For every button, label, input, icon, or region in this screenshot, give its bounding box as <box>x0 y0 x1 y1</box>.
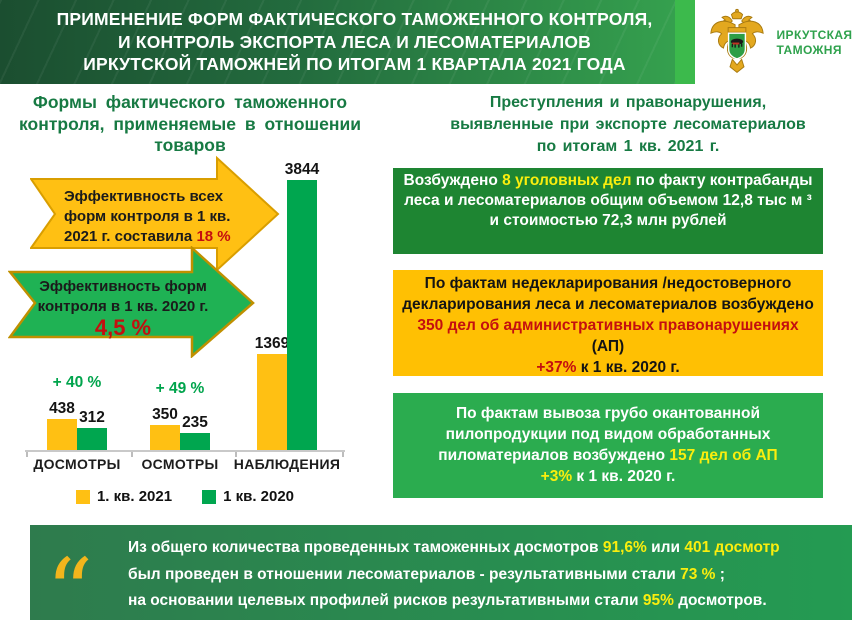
bar: 235 <box>180 414 210 450</box>
text-segment: контроля в 1 кв. 2020 г. <box>37 298 209 315</box>
text-segment: +37% <box>536 359 577 376</box>
quote-text: Из общего количества проведенных таможен… <box>128 535 844 615</box>
bar: 312 <box>77 409 107 450</box>
text-segment: Эффективность форм <box>39 278 207 295</box>
right-title-line2: выявленные при экспорте лесоматериалов <box>450 116 806 133</box>
logo-org-name: ИРКУТСКАЯ ТАМОЖНЯ <box>777 28 853 58</box>
x-axis-tick <box>342 452 344 457</box>
quote-line-1: Из общего количества проведенных таможен… <box>128 535 844 562</box>
bar-value-label: 235 <box>182 414 208 431</box>
text-segment: 350 дел об административных правонарушен… <box>417 317 799 334</box>
text-segment: по факту контрабанды леса и лесоматериал… <box>404 172 813 229</box>
legend-label: 1. кв. 2021 <box>96 488 173 505</box>
category-label: ДОСМОТРЫ <box>33 456 121 472</box>
bar-group-осмотры: 350 235 + 49 % <box>150 380 210 450</box>
text-segment: форм контроля в 1 кв. <box>64 208 231 225</box>
right-title-line3: по итогам 1 кв. 2021 г. <box>536 138 720 155</box>
text-segment: 157 дел об АП <box>669 447 778 464</box>
text-segment: к 1 кв. 2020 г. <box>572 468 676 485</box>
callout-2021-text: Эффективность всех форм контроля в 1 кв. 2… <box>64 187 280 247</box>
callout-2020-value: 4,5 % <box>94 315 152 340</box>
text-segment: или <box>646 539 685 556</box>
bar-group-досмотры: 438 312 + 40 % <box>47 374 107 450</box>
admin-cases-box: По фактам недекларирования /недостоверно… <box>393 270 823 376</box>
legend-swatch <box>202 489 217 504</box>
quote-line-2: был проведен в отношении лесоматериалов … <box>128 562 844 589</box>
bar: 3844 <box>285 161 319 450</box>
text-segment: 401 досмотр <box>684 539 780 556</box>
legend-swatch <box>75 489 90 504</box>
chart-title-line2: контроля, применяемые в отношении <box>19 113 361 134</box>
text-segment: 18 % <box>196 228 231 245</box>
logo-org-line2: ТАМОЖНЯ <box>776 43 842 57</box>
customs-eagle-emblem-icon <box>709 8 764 73</box>
header-accent-strip <box>675 0 695 84</box>
legend-label: 1 кв. 2020 <box>223 488 295 505</box>
page-title-line3: ИРКУТСКОЙ ТАМОЖНЕЙ ПО ИТОГАМ 1 КВАРТАЛА … <box>83 54 626 75</box>
legend-item: 1. кв. 2021 <box>75 488 173 505</box>
x-axis-tick <box>235 452 237 457</box>
page-title-line1: ПРИМЕНЕНИЕ ФОРМ ФАКТИЧЕСКОГО ТАМОЖЕННОГО… <box>56 9 653 30</box>
text-segment: 91,6% <box>602 539 647 556</box>
category-label: НАБЛЮДЕНИЯ <box>233 456 341 472</box>
growth-label: + 40 % <box>52 374 102 391</box>
bar-value-label: 3844 <box>284 161 320 178</box>
callout-2020-text: Эффективность форм контроля в 1 кв. 2020 … <box>26 277 220 317</box>
text-segment: был проведен в отношении лесоматериалов … <box>128 565 681 583</box>
text-segment: 73 % <box>680 565 716 583</box>
criminal-cases-box: Возбуждено 8 уголовных дел по факту конт… <box>393 168 823 254</box>
text-segment: По фактам вывоза грубо окантованной пило… <box>438 405 771 464</box>
bar: 350 <box>150 406 180 450</box>
bar-value-label: 1369 <box>254 335 290 352</box>
bar-chart: 438 312 + 40 % 350 235 + 49 % 1369 3844 <box>25 150 345 457</box>
x-axis-tick <box>26 452 28 457</box>
text-segment: Из общего количества проведенных таможен… <box>128 539 603 556</box>
text-segment: ; <box>715 565 725 583</box>
chart-title-line1: Формы фактического таможенного <box>32 92 348 112</box>
right-title-line1: Преступления и правонарушения, <box>489 94 767 111</box>
text-segment: (АП) <box>591 338 625 355</box>
header-title-area: ПРИМЕНЕНИЕ ФОРМ ФАКТИЧЕСКОГО ТАМОЖЕННОГО… <box>0 0 675 84</box>
quote-line-3: на основании целевых профилей рисков рез… <box>128 588 844 615</box>
bar-value-label: 350 <box>152 406 178 423</box>
bar-value-label: 312 <box>79 409 105 426</box>
bar: 438 <box>47 400 77 450</box>
text-segment: Эффективность всех <box>64 188 224 205</box>
x-axis-tick <box>131 452 133 457</box>
lumber-export-cases-box: По фактам вывоза грубо окантованной пило… <box>393 393 823 498</box>
header-logo-area: ИРКУТСКАЯ ТАМОЖНЯ <box>695 0 866 84</box>
chart-title-line3: товаров <box>154 135 226 155</box>
text-segment: к 1 кв. 2020 г. <box>576 359 680 376</box>
bar: 1369 <box>255 335 289 450</box>
category-label: ОСМОТРЫ <box>141 456 219 472</box>
summary-quote-box: “ Из общего количества проведенных тамож… <box>30 525 852 625</box>
header-banner: ПРИМЕНЕНИЕ ФОРМ ФАКТИЧЕСКОГО ТАМОЖЕННОГО… <box>0 0 866 84</box>
text-segment: По фактам недекларирования /недостоверно… <box>402 275 814 313</box>
text-segment: 8 уголовных дел <box>502 172 632 189</box>
text-segment: досмотров. <box>673 592 767 609</box>
bar-value-label: 438 <box>49 400 75 417</box>
chart-legend: 1. кв. 2021 1 кв. 2020 <box>25 488 345 505</box>
bar-group-наблюдения: 1369 3844 <box>255 161 319 450</box>
page-title: ПРИМЕНЕНИЕ ФОРМ ФАКТИЧЕСКОГО ТАМОЖЕННОГО… <box>0 0 675 84</box>
text-segment: Возбуждено <box>403 172 503 189</box>
text-segment: 2021 г. составила <box>64 228 197 245</box>
logo-org-line1: ИРКУТСКАЯ <box>776 28 853 42</box>
text-segment: на основании целевых профилей рисков рез… <box>128 592 643 609</box>
callout-arrow-2020 <box>8 246 255 358</box>
quote-icon: “ <box>46 539 94 625</box>
chart-title: Формы фактического таможенного контроля,… <box>8 92 372 157</box>
right-panel-title: Преступления и правонарушения, выявленны… <box>398 92 858 158</box>
growth-label: + 49 % <box>155 380 205 397</box>
page-title-line2: И КОНТРОЛЬ ЭКСПОРТА ЛЕСА И ЛЕСОМАТЕРИАЛО… <box>117 31 592 52</box>
text-segment: 95% <box>642 592 674 609</box>
text-segment: +3% <box>540 468 573 485</box>
legend-item: 1 кв. 2020 <box>202 488 294 505</box>
